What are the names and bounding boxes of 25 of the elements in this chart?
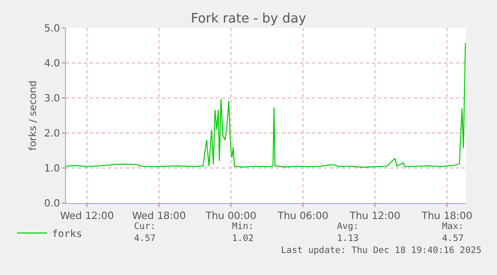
text: Cur: [134,222,156,232]
y-tick-label: 5.0 [44,24,60,34]
text: Last update: Thu Dec 18 19:40:16 2025 [281,246,482,256]
x-tick-label: Thu 06:00 [276,211,328,222]
legend-label: forks [52,228,82,240]
x-tick-label: Wed 18:00 [132,211,186,222]
x-tick-label: Thu 00:00 [204,211,256,222]
x-tick-label: Thu 12:00 [348,211,400,222]
y-tick-label: 1.0 [44,164,60,174]
text: 1.13 [337,234,359,244]
text: 4.57 [134,234,156,244]
y-axis-title: forks / second [28,80,39,151]
text: 4.57 [442,234,464,244]
text: Max: [442,222,464,232]
line-series [66,42,466,168]
text: 1.02 [232,234,254,244]
x-tick-label: Wed 12:00 [60,211,114,222]
chart-title: Fork rate - by day [190,12,306,27]
y-tick-label: 3.0 [44,94,60,104]
y-tick-label: 0.0 [44,198,60,210]
text: Min: [232,222,254,232]
x-tick-label: Thu 18:00 [420,211,472,222]
y-tick-label: 4.0 [44,58,60,70]
text: Avg: [337,222,359,232]
y-tick-label: 2.0 [44,128,60,140]
